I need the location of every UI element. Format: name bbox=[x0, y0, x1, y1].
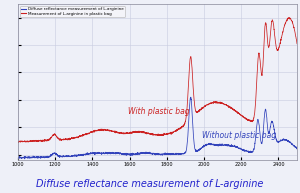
Text: With plastic bag: With plastic bag bbox=[128, 107, 189, 116]
Text: Diffuse reflectance measurement of L-arginine: Diffuse reflectance measurement of L-arg… bbox=[36, 179, 264, 189]
Legend: Diffuse reflectance measurement of L-arginine, Measurement of L-arginine in plas: Diffuse reflectance measurement of L-arg… bbox=[20, 6, 124, 17]
Text: Without plastic bag: Without plastic bag bbox=[202, 130, 276, 140]
